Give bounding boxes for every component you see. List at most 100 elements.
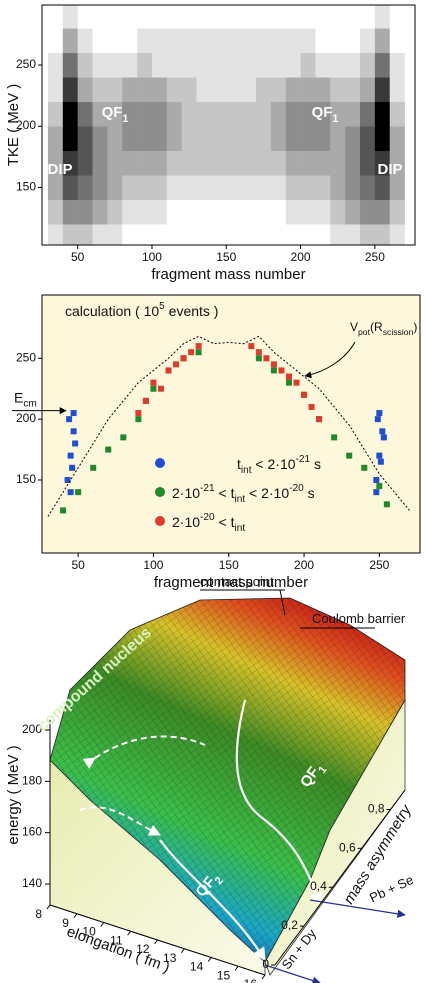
- heat-cell: [330, 175, 346, 200]
- heat-cell: [62, 101, 78, 127]
- heat-cell: [181, 52, 197, 78]
- heat-cell: [315, 175, 331, 200]
- point: [308, 403, 315, 410]
- heat-cell: [389, 5, 405, 29]
- heat-cell: [226, 52, 242, 78]
- point: [270, 367, 277, 374]
- heat-cell: [255, 224, 272, 245]
- heat-cell: [151, 175, 168, 200]
- point: [188, 349, 195, 356]
- heat-cell: [166, 5, 182, 29]
- heat-cell: [107, 199, 123, 225]
- heat-cell: [315, 224, 331, 245]
- heat-cell: [47, 126, 64, 152]
- heat-cell: [151, 126, 168, 152]
- heat-cell: [77, 52, 93, 78]
- heat-cell: [360, 101, 376, 127]
- heat-cell: [151, 199, 168, 225]
- point: [380, 434, 387, 441]
- heat-cell: [300, 175, 316, 200]
- heat-cell: [92, 126, 108, 152]
- heat-cell: [92, 5, 108, 29]
- point: [67, 489, 74, 496]
- heat-cell: [62, 224, 78, 245]
- point: [346, 452, 353, 459]
- y-tick-label: 150: [16, 472, 36, 486]
- heat-cell: [137, 224, 153, 245]
- heat-cell: [107, 77, 123, 103]
- heat-cell: [241, 52, 257, 78]
- heat-cell: [374, 101, 391, 127]
- heat-cell: [77, 28, 93, 54]
- legend-swatch: [155, 516, 165, 526]
- heat-cell: [77, 224, 93, 245]
- point: [285, 373, 292, 380]
- heat-cell: [226, 199, 242, 225]
- y-tick-label: 200: [16, 118, 36, 132]
- heat-cell: [374, 199, 391, 225]
- heat-cell: [122, 77, 138, 103]
- heat-cell: [345, 28, 361, 54]
- heat-cell: [47, 175, 64, 200]
- heat-cell: [151, 150, 168, 176]
- heat-cell: [374, 224, 391, 245]
- heat-cell: [300, 28, 316, 54]
- heat-cell: [315, 52, 331, 78]
- point: [120, 434, 127, 441]
- x-tick-label: 15: [217, 968, 231, 982]
- heat-cell: [241, 77, 257, 103]
- x-tick-label: 50: [71, 558, 85, 572]
- heat-cell: [330, 101, 346, 127]
- heat-cell: [300, 101, 316, 127]
- heat-cell: [122, 101, 138, 127]
- heat-cell: [315, 77, 331, 103]
- heat-cell: [196, 5, 212, 29]
- point: [301, 391, 308, 398]
- heat-cell: [285, 77, 301, 103]
- heat-cell: [226, 28, 242, 54]
- point: [270, 361, 277, 368]
- heat-cell: [226, 101, 242, 127]
- heat-cell: [315, 101, 331, 127]
- heat-cell: [389, 77, 405, 103]
- heat-cell: [360, 126, 376, 152]
- point: [377, 458, 384, 465]
- heat-cell: [181, 199, 197, 225]
- point: [70, 428, 77, 435]
- heat-cell: [77, 150, 93, 176]
- heat-cell: [241, 101, 257, 127]
- heat-cell: [181, 5, 197, 29]
- heat-cell: [211, 150, 227, 176]
- point: [285, 379, 292, 386]
- heat-cell: [181, 101, 197, 127]
- y-tick-label: 250: [16, 57, 36, 71]
- heat-cell: [92, 175, 108, 200]
- heat-cell: [270, 199, 287, 225]
- point: [60, 507, 67, 514]
- x-tick-label: 8: [35, 907, 42, 921]
- point: [278, 367, 285, 374]
- heat-cell: [47, 150, 64, 176]
- annotation: QF1: [312, 104, 339, 125]
- x-tick: [234, 965, 239, 971]
- heat-cell: [151, 5, 168, 29]
- point: [376, 483, 383, 490]
- heat-cell: [137, 77, 153, 103]
- heat-cell: [151, 77, 168, 103]
- heat-cell: [330, 199, 346, 225]
- heat-cell: [241, 199, 257, 225]
- heat-cell: [255, 28, 272, 54]
- heat-cell: [315, 28, 331, 54]
- heat-cell: [226, 175, 242, 200]
- heat-cell: [92, 28, 108, 54]
- heat-cell: [196, 175, 212, 200]
- heat-cell: [300, 77, 316, 103]
- heat-cell: [151, 224, 168, 245]
- line-label: Vpot(Rscission): [350, 320, 417, 337]
- heat-cell: [92, 101, 108, 127]
- heat-cell: [374, 28, 391, 54]
- surface-mesh: [50, 598, 405, 962]
- channel-arrow: [264, 964, 321, 983]
- heat-cell: [360, 28, 376, 54]
- heat-cell: [345, 101, 361, 127]
